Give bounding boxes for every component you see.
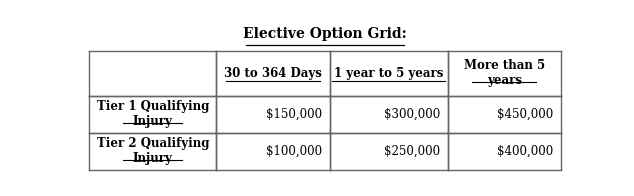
Text: 1 year to 5 years: 1 year to 5 years [334, 67, 443, 80]
Text: 30 to 364 Days: 30 to 364 Days [224, 67, 322, 80]
Text: $400,000: $400,000 [497, 145, 553, 158]
Text: $300,000: $300,000 [384, 108, 440, 121]
Text: More than 5
years: More than 5 years [463, 59, 545, 87]
Text: $150,000: $150,000 [266, 108, 322, 121]
Text: $100,000: $100,000 [266, 145, 322, 158]
Text: Tier 2 Qualifying
Injury: Tier 2 Qualifying Injury [96, 137, 209, 165]
Text: Elective Option Grid:: Elective Option Grid: [243, 27, 407, 41]
Text: $450,000: $450,000 [497, 108, 553, 121]
Text: $250,000: $250,000 [384, 145, 440, 158]
Text: Tier 1 Qualifying
Injury: Tier 1 Qualifying Injury [96, 101, 209, 128]
